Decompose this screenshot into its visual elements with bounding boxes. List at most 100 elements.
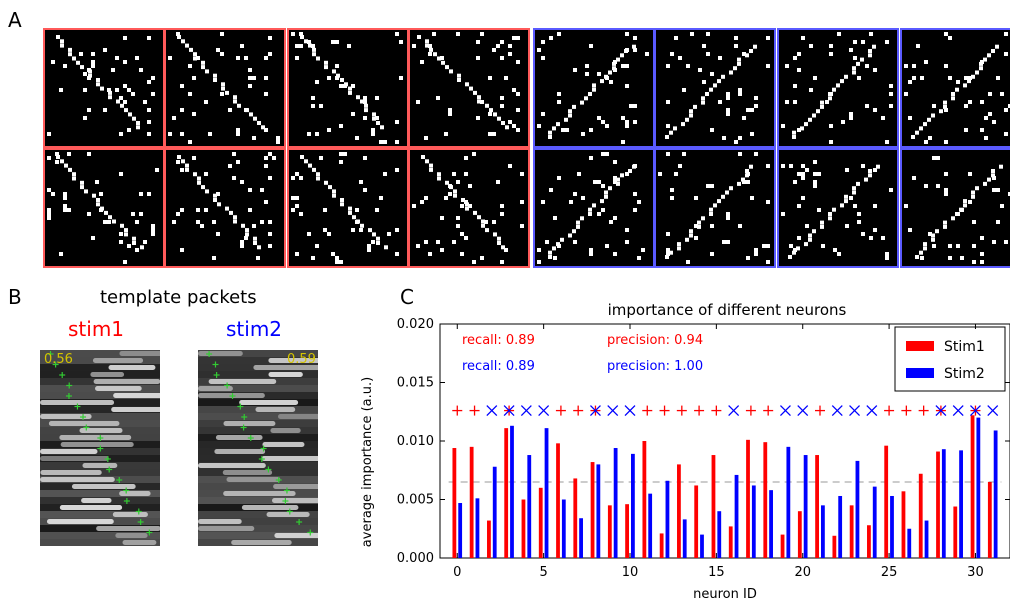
bar-stim2: [561, 499, 566, 558]
metrics-annotations: recall: 0.89 precision: 0.94 recall: 0.8…: [462, 333, 703, 374]
importance-bar-chart: importance of different neurons neuron I…: [360, 301, 1010, 602]
bar-stim1: [556, 443, 560, 558]
stim1-precision-text: precision: 0.94: [607, 333, 703, 348]
classification-marker: [694, 405, 705, 416]
bar-stim1: [694, 485, 699, 558]
raster-tile: [164, 148, 286, 268]
classification-marker: [987, 405, 999, 417]
panel-letter-c: C: [400, 285, 414, 309]
raster-tile: [533, 28, 655, 148]
template-packets-title: template packets: [100, 287, 257, 308]
bar-stim1: [815, 455, 819, 558]
bar-stim2: [924, 520, 929, 558]
x-tick-label: 5: [539, 565, 547, 580]
classification-marker: [642, 405, 653, 416]
x-axis-label: neuron ID: [693, 587, 757, 602]
y-tick-label: 0.015: [397, 376, 434, 391]
spike-marker: [52, 361, 59, 368]
bar-stim1: [953, 506, 958, 558]
stim1-score: 0.56: [44, 352, 73, 367]
bar-stim1: [677, 464, 681, 558]
raster-tile: [408, 28, 530, 148]
bar-stim1: [780, 534, 785, 558]
bar-stim1: [936, 451, 940, 558]
stim2-precision-text: precision: 1.00: [607, 359, 703, 374]
spike-marker: [146, 529, 153, 536]
spike-marker: [66, 382, 73, 389]
classification-marker: [952, 405, 964, 417]
stim2-packet-image: [198, 350, 318, 546]
classification-marker: [969, 405, 981, 417]
classification-marker: [659, 405, 670, 416]
raster-tile: [777, 148, 899, 268]
classification-marker: [935, 405, 947, 417]
bar-stim2: [475, 498, 480, 558]
y-tick-label: 0.005: [397, 493, 434, 508]
spike-marker: [97, 435, 104, 441]
bar-stim2: [527, 455, 532, 558]
classification-marker: [469, 405, 480, 416]
bar-stim2: [717, 511, 722, 558]
spike-marker: [137, 519, 144, 525]
raster-tile: [533, 148, 655, 268]
bar-stim1: [590, 462, 595, 558]
bar-stim1: [625, 504, 629, 558]
classification-marker: [573, 405, 584, 416]
bar-stim1: [970, 415, 975, 558]
spike-marker: [237, 403, 244, 410]
bar-stim2: [544, 428, 549, 558]
raster-tile: [43, 148, 165, 268]
classification-marker: [607, 405, 619, 417]
y-tick-label: 0.020: [397, 317, 434, 332]
bar-stim2: [993, 430, 998, 558]
bar-stim2: [821, 505, 825, 558]
spike-marker: [260, 445, 267, 452]
spike-marker: [307, 529, 314, 536]
raster-tile: [287, 28, 409, 148]
spike-marker: [83, 424, 90, 431]
legend-swatch-stim1: [906, 341, 934, 351]
stim1-label: stim1: [68, 317, 125, 341]
spike-marker: [241, 414, 248, 420]
spike-marker: [286, 508, 293, 515]
panel-letter-b: B: [8, 285, 22, 309]
stim2-label: stim2: [226, 317, 283, 341]
raster-tile: [654, 28, 776, 148]
stim2-score: 0.59: [287, 352, 316, 367]
bar-stim1: [867, 525, 871, 558]
spike-marker: [123, 487, 130, 494]
bar-stim1: [832, 535, 837, 558]
bar-stim1: [901, 491, 906, 558]
spike-marker: [116, 477, 123, 483]
bar-stim2: [855, 460, 860, 558]
classification-marker: [849, 405, 861, 417]
bar-stim2: [492, 466, 497, 558]
bar-stim2: [786, 446, 791, 558]
axis-ticks: 0 5 10 15 20 25 30 0.000 0.005 0.010 0.015 0.020: [397, 317, 1010, 580]
bar-stim1: [504, 428, 509, 558]
classification-marker: [901, 405, 912, 416]
classification-marker: [763, 405, 774, 416]
bar-stim1: [763, 442, 768, 558]
y-tick-label: 0.000: [397, 551, 434, 566]
classification-marker: [711, 405, 722, 416]
y-tick-label: 0.010: [397, 434, 434, 449]
legend-label-stim1: Stim1: [944, 339, 985, 355]
bar-stim2: [596, 464, 601, 558]
spike-marker: [224, 382, 231, 389]
bar-stim2: [872, 486, 877, 558]
bar-stim2: [959, 450, 963, 558]
spike-marker: [282, 498, 289, 504]
bar-stim2: [976, 417, 981, 558]
chart-legend: Stim1 Stim2: [894, 326, 1006, 392]
bar-stim2: [682, 519, 687, 558]
bar-stim1: [884, 445, 889, 558]
stim1-recall-text: recall: 0.89: [462, 333, 535, 348]
raster-tile: [654, 148, 776, 268]
spike-marker: [240, 424, 247, 431]
spike-marker: [275, 477, 282, 483]
bar-stim2: [907, 528, 912, 558]
classification-marker: [815, 405, 825, 416]
bar-stim1: [469, 446, 474, 558]
classification-marker: [866, 405, 878, 417]
